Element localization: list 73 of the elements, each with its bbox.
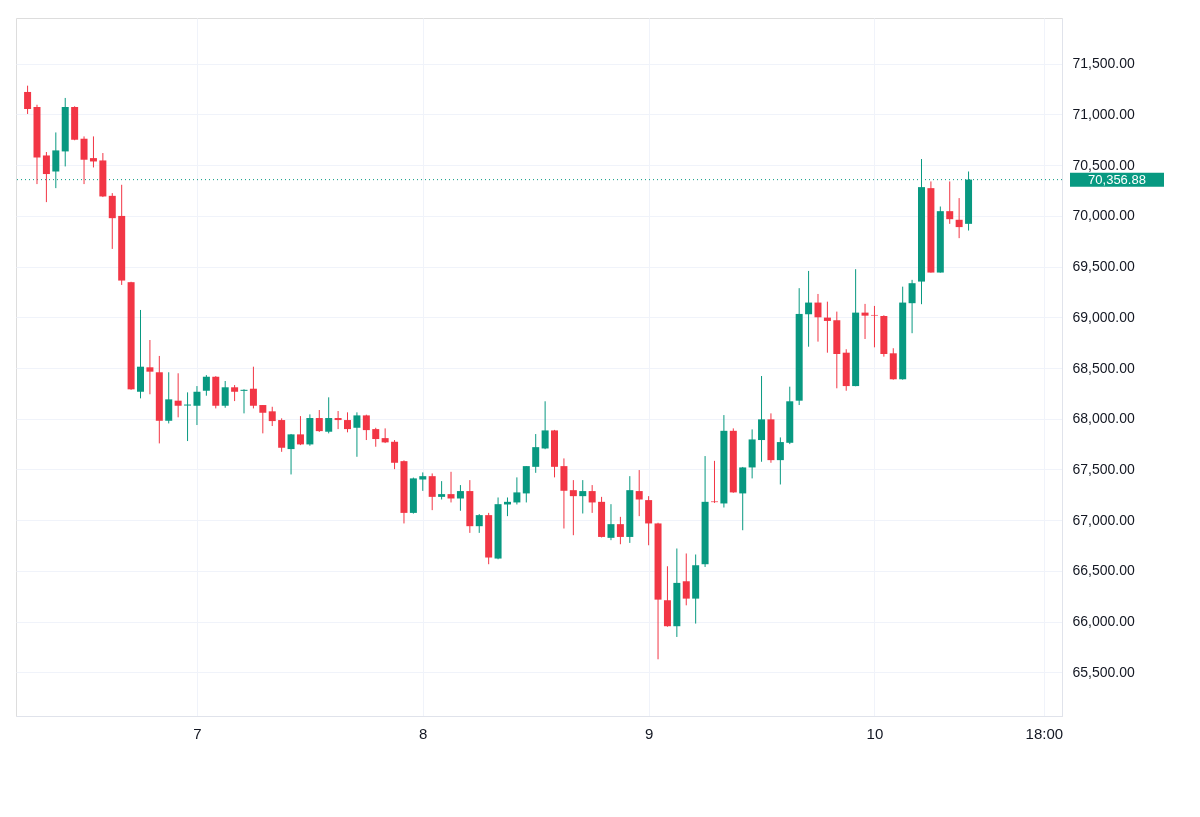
candlestick <box>344 411 352 433</box>
y-tick-label: 66,000.00 <box>1072 613 1135 630</box>
x-tick-label: 10 <box>866 724 884 742</box>
candlestick <box>532 433 540 474</box>
candlestick <box>362 414 370 441</box>
candlestick <box>428 472 436 511</box>
candlestick <box>372 427 380 448</box>
candlestick <box>776 436 784 485</box>
candlestick <box>165 371 173 424</box>
candlestick <box>174 372 182 418</box>
y-tick-label: 66,500.00 <box>1072 562 1135 579</box>
candlestick <box>541 400 549 450</box>
candlestick <box>259 404 267 434</box>
y-tick-label: 70,500.00 <box>1072 156 1135 173</box>
candlestick <box>334 410 342 430</box>
y-tick-label: 71,000.00 <box>1072 105 1135 122</box>
y-tick-label: 68,000.00 <box>1072 410 1135 427</box>
candlestick <box>588 484 596 514</box>
candlestick <box>805 270 813 348</box>
candlestick <box>645 495 653 546</box>
candlestick <box>579 479 587 514</box>
candlestick <box>814 293 822 343</box>
x-tick-label: 18:00 <box>1025 724 1064 742</box>
candlestick <box>682 552 690 606</box>
candlestick <box>249 366 257 409</box>
candlestick <box>758 375 766 463</box>
y-tick-label: 68,500.00 <box>1072 359 1135 376</box>
candlestick <box>80 135 88 185</box>
y-tick-label: 65,500.00 <box>1072 663 1135 680</box>
candlestick <box>447 471 455 503</box>
candlestick <box>296 415 304 446</box>
x-tick-label: 9 <box>644 724 654 742</box>
candlestick <box>42 151 50 203</box>
candlestick <box>287 433 295 475</box>
y-tick-label: 71,500.00 <box>1072 55 1135 72</box>
candlestick <box>870 305 878 348</box>
x-tick-label: 7 <box>193 724 202 742</box>
candlestick <box>607 503 615 541</box>
candlestick <box>240 388 248 414</box>
candlestick <box>193 385 201 426</box>
ref-line-label: 70,356.88 <box>1088 171 1146 187</box>
y-tick-label: 69,000.00 <box>1072 308 1135 325</box>
candlestick <box>955 197 963 239</box>
y-tick-label: 67,500.00 <box>1072 460 1135 477</box>
y-tick-label: 70,000.00 <box>1072 207 1135 224</box>
candlestick <box>325 396 333 434</box>
candlestick <box>823 301 831 354</box>
candlestick <box>391 439 399 470</box>
candlestick <box>108 192 116 250</box>
candlestick <box>221 380 229 409</box>
candlestick <box>635 469 643 517</box>
y-tick-label: 69,500.00 <box>1072 258 1135 275</box>
candlestick <box>202 374 210 397</box>
candlestick <box>946 180 954 225</box>
candlestick <box>419 471 427 492</box>
candlestick <box>616 516 624 545</box>
candlestick <box>569 479 577 536</box>
candlestick <box>315 409 323 433</box>
candlestick <box>710 460 718 504</box>
x-tick-label: 8 <box>419 724 428 742</box>
candlestick <box>24 85 32 115</box>
y-tick-label: 67,000.00 <box>1072 511 1135 528</box>
candlestick <box>456 484 464 512</box>
candlestick <box>268 406 276 427</box>
candlestick <box>438 480 446 500</box>
candlestick <box>513 476 521 505</box>
candlestick <box>353 411 361 458</box>
candlestick <box>475 513 483 534</box>
candlestick <box>184 391 192 442</box>
candlestick <box>146 339 154 395</box>
candlestick <box>908 279 916 334</box>
candlestick <box>89 135 97 168</box>
candlestick <box>861 303 869 340</box>
